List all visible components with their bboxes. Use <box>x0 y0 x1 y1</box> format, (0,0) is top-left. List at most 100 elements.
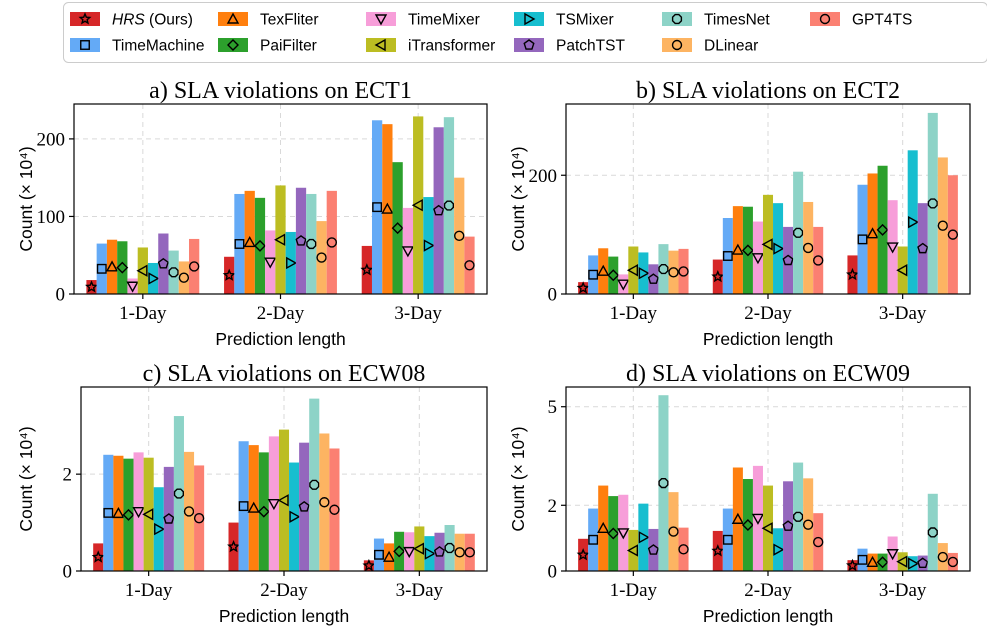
pentagon-marker-icon <box>782 520 794 531</box>
triangle-up-marker-icon <box>731 512 745 524</box>
bar <box>173 416 184 571</box>
bar <box>234 193 245 294</box>
diamond-marker-icon <box>257 505 270 518</box>
triangle-right-marker-icon <box>286 256 298 270</box>
bar <box>638 252 649 294</box>
triangle-down-marker-icon <box>617 528 630 540</box>
bar <box>254 197 266 294</box>
pentagon-marker-icon <box>157 257 169 269</box>
triangle-left-marker-icon <box>136 264 148 277</box>
y-axis-label: Count (× 10⁴) <box>16 426 36 531</box>
bar <box>927 112 938 294</box>
diamond-marker-icon <box>741 519 754 531</box>
square-marker-icon <box>722 251 733 261</box>
triangle-down-marker-icon <box>374 14 388 26</box>
bar <box>588 255 599 294</box>
circle-marker-icon <box>464 260 475 271</box>
bar <box>309 398 320 571</box>
legend-label: PatchTST <box>556 38 625 55</box>
pentagon-marker-icon <box>917 242 929 254</box>
bar <box>803 201 814 294</box>
legend-entry: PaiFilter <box>218 38 317 55</box>
y-tick-label: 200 <box>37 129 66 150</box>
bar <box>382 124 393 294</box>
triangle-left-marker-icon <box>626 544 639 557</box>
bar <box>326 190 337 294</box>
bar <box>316 221 327 294</box>
circle-marker-icon <box>812 255 824 266</box>
bar <box>454 533 465 571</box>
x-axis-label: Prediction length <box>703 606 833 626</box>
triangle-left-marker-icon <box>411 199 423 212</box>
bar <box>361 245 372 294</box>
triangle-up-marker-icon <box>382 550 396 562</box>
bar <box>628 529 639 571</box>
bar <box>867 173 878 294</box>
bar <box>773 203 784 294</box>
square-marker-icon <box>103 507 114 518</box>
triangle-right-marker-icon <box>524 12 536 26</box>
bar <box>762 485 774 571</box>
triangle-right-marker-icon <box>148 272 160 285</box>
triangle-left-marker-icon <box>142 508 154 521</box>
star-marker-icon <box>227 539 241 553</box>
pentagon-marker-icon <box>647 273 659 284</box>
pentagon-marker-icon <box>917 557 929 569</box>
bar <box>813 226 824 294</box>
legend-entry: TSMixer <box>514 12 614 29</box>
legend-swatch <box>218 12 248 26</box>
triangle-up-marker-icon <box>381 202 394 214</box>
legend-swatch <box>810 12 840 26</box>
triangle-up-marker-icon <box>226 12 240 24</box>
star-marker-icon <box>91 550 105 563</box>
bar <box>897 246 908 294</box>
bar <box>867 553 878 571</box>
bar <box>947 552 958 571</box>
octagon-marker-icon <box>927 527 938 538</box>
bar <box>813 513 824 571</box>
triangle-up-marker-icon <box>247 501 260 513</box>
bar <box>394 531 405 571</box>
bar <box>887 200 898 294</box>
y-tick-label: 2 <box>548 496 558 517</box>
legend-entry: TimesNet <box>662 12 770 29</box>
circle-marker-icon <box>668 267 679 278</box>
legend-entry: PatchTST <box>514 38 625 55</box>
octagon-marker-icon <box>306 238 317 250</box>
y-tick-label: 0 <box>56 285 66 306</box>
bar <box>732 206 743 295</box>
triangle-left-marker-icon <box>896 264 908 277</box>
diamond-marker-icon <box>607 527 620 540</box>
legend-swatch <box>366 12 396 26</box>
bar <box>265 230 276 294</box>
circle-marker-icon <box>329 504 340 515</box>
bar <box>648 528 659 571</box>
octagon-marker-icon <box>658 263 669 275</box>
pentagon-marker-icon <box>163 513 175 524</box>
bar <box>658 395 669 571</box>
bar <box>907 150 918 294</box>
octagon-marker-icon <box>658 478 669 489</box>
legend-label: TimesNet <box>704 12 770 29</box>
legend-label: TexFliter <box>260 12 319 29</box>
circle-marker-icon <box>819 13 831 25</box>
triangle-down-marker-icon <box>617 279 630 291</box>
circle-marker-icon <box>947 229 959 240</box>
chart-panel: 0 200 1-Day 2-Day 3-Day b) SLA violations on … <box>508 78 971 349</box>
star-marker-icon <box>845 267 859 281</box>
legend-swatch <box>514 38 544 52</box>
chart-panel: 0 100 200 1-Day 2-Day 3-Day a) SLA violations … <box>16 78 488 349</box>
legend-swatch <box>662 12 692 26</box>
triangle-down-marker-icon <box>264 257 277 269</box>
bar <box>404 532 415 571</box>
star-marker-icon <box>360 263 374 276</box>
bar <box>464 236 475 294</box>
circle-marker-icon <box>183 506 195 517</box>
triangle-down-marker-icon <box>267 498 281 511</box>
triangle-down-marker-icon <box>403 546 416 559</box>
square-marker-icon <box>588 269 599 280</box>
legend-label: HRS (Ours) <box>112 12 193 29</box>
bar <box>887 536 898 571</box>
circle-marker-icon <box>671 39 683 51</box>
bar <box>434 532 445 571</box>
